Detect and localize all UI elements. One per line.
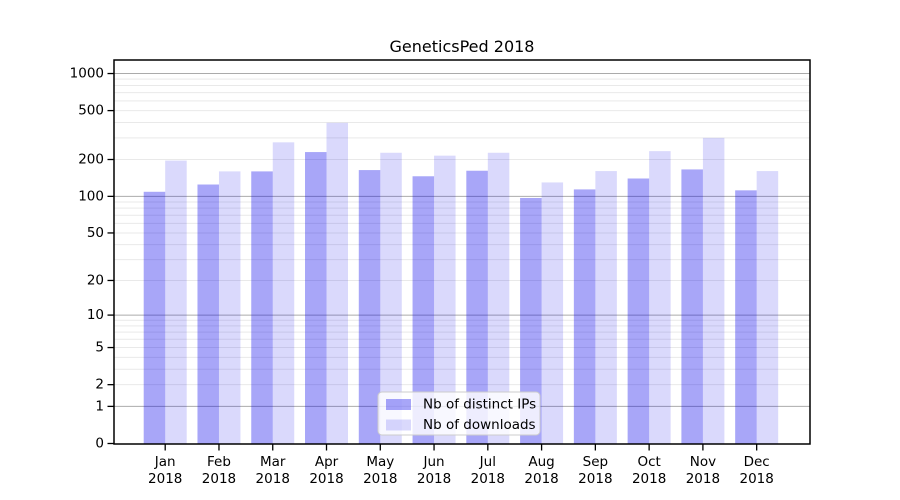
y-tick-label: 0: [95, 436, 104, 452]
x-tick-label-year: 2018: [148, 471, 182, 487]
legend-label-ips: Nb of distinct IPs: [423, 397, 536, 413]
bar-ips-jul: [466, 170, 488, 444]
x-tick-label-month: Jul: [479, 454, 496, 470]
legend: Nb of distinct IPs Nb of downloads: [377, 391, 541, 436]
x-tick-label-month: Oct: [637, 454, 660, 470]
bar-ips-dec: [735, 190, 757, 444]
x-tick-label-year: 2018: [363, 471, 397, 487]
bar-downloads-may: [380, 152, 402, 444]
x-tick-label-year: 2018: [202, 471, 236, 487]
y-tick-label: 1000: [70, 66, 104, 82]
legend-box: [377, 391, 541, 436]
x-tick-label-month: Jan: [154, 454, 176, 470]
x-tick-label-month: Sep: [583, 454, 608, 470]
y-tick-label: 200: [78, 152, 104, 168]
x-tick-label-year: 2018: [309, 471, 343, 487]
x-tick-label-month: Nov: [690, 454, 716, 470]
bar-ips-aug: [520, 197, 542, 444]
plot-border: [113, 59, 811, 445]
x-tick-label-year: 2018: [417, 471, 451, 487]
chart-title: GeneticsPed 2018: [390, 37, 535, 56]
y-tick-label: 2: [95, 377, 104, 393]
bar-ips-jan: [143, 191, 166, 444]
bar-downloads-jul: [487, 152, 510, 444]
x-tick-label-year: 2018: [524, 471, 558, 487]
y-tick-label: 5: [95, 340, 104, 356]
y-tick-label: 1: [95, 398, 104, 414]
bar-downloads-sep: [595, 171, 617, 445]
bar-ips-feb: [197, 184, 219, 445]
x-tick-label-year: 2018: [739, 471, 773, 487]
bar-downloads-feb: [218, 171, 241, 444]
bar-downloads-jan: [165, 160, 187, 444]
legend-swatch-downloads: [386, 419, 411, 431]
x-tick-label-year: 2018: [632, 471, 666, 487]
bar-downloads-aug: [541, 182, 564, 445]
x-tick-label-year: 2018: [578, 471, 612, 487]
x-tick-label-month: Jun: [423, 454, 445, 470]
bar-downloads-apr: [326, 122, 349, 445]
bar-ips-nov: [681, 169, 703, 444]
bar-ips-sep: [573, 189, 596, 444]
bar-downloads-jun: [434, 155, 456, 444]
y-tick-label: 50: [87, 225, 104, 241]
y-tick-label: 20: [87, 272, 104, 288]
y-tick-label: 500: [78, 103, 104, 119]
y-tick-label: 100: [78, 188, 104, 204]
legend-swatch-ips: [386, 399, 411, 410]
x-tick-label-month: Dec: [744, 454, 770, 470]
bar-ips-oct: [627, 178, 650, 445]
bar-downloads-nov: [702, 137, 725, 444]
x-tick-label-month: Feb: [207, 454, 231, 470]
bar-downloads-oct: [649, 151, 671, 444]
x-tick-label-year: 2018: [471, 471, 505, 487]
bar-downloads-mar: [272, 142, 295, 444]
x-tick-label-year: 2018: [256, 471, 290, 487]
x-tick-label-month: Apr: [315, 454, 339, 470]
x-tick-label-month: Mar: [260, 454, 286, 470]
bar-ips-mar: [251, 171, 273, 444]
y-tick-label: 10: [87, 307, 104, 323]
bar-downloads-dec: [756, 171, 779, 445]
bar-ips-apr: [305, 152, 327, 444]
x-tick-label-month: Aug: [528, 454, 554, 470]
bar-ips-jun: [412, 176, 435, 444]
x-tick-label-year: 2018: [686, 471, 720, 487]
bars: [143, 122, 779, 445]
bar-ips-may: [358, 170, 381, 445]
axes-ticks: 01251020501002005001000Jan2018Feb2018Mar…: [70, 66, 774, 487]
legend-label-downloads: Nb of downloads: [423, 417, 536, 433]
x-tick-label-month: May: [366, 454, 394, 470]
